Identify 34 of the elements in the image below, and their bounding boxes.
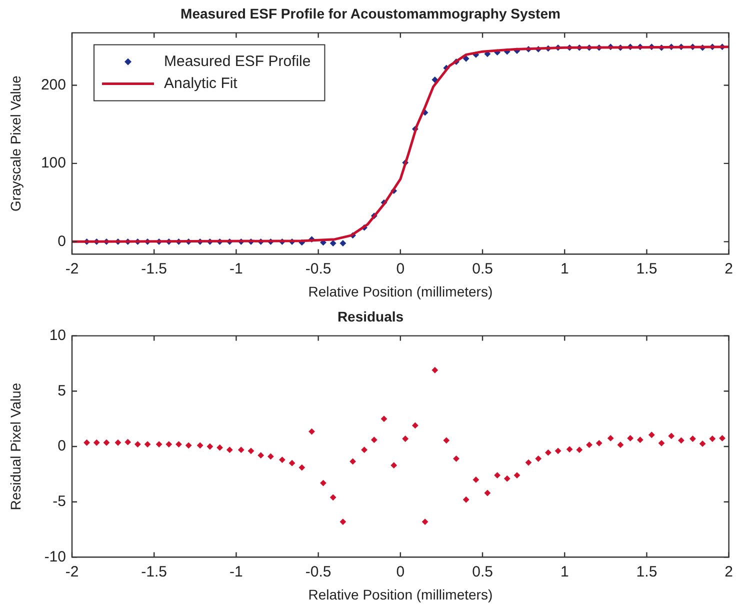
x-tick-label: -1.5 xyxy=(141,563,168,580)
x-tick-label: -2 xyxy=(65,563,79,580)
y-tick-label: 0 xyxy=(58,438,66,455)
x-tick-label: -1 xyxy=(230,260,243,278)
y-tick-label: 10 xyxy=(49,326,66,344)
y-axis-title: Residual Pixel Value xyxy=(7,382,24,510)
x-axis-title: Relative Position (millimeters) xyxy=(308,586,493,602)
y-tick-label: -10 xyxy=(44,548,66,566)
y-tick-label: 0 xyxy=(58,232,66,250)
x-tick-label: 0 xyxy=(396,260,405,278)
y-tick-label: -5 xyxy=(52,492,66,510)
x-tick-label: 2 xyxy=(724,260,733,278)
x-tick-label: 1 xyxy=(560,563,569,580)
x-tick-label: 1.5 xyxy=(636,563,658,580)
chart-title: Residuals xyxy=(337,308,404,324)
y-tick-label: 200 xyxy=(40,76,66,94)
x-tick-label: 2 xyxy=(724,563,733,580)
legend-label: Measured ESF Profile xyxy=(164,52,311,70)
legend-label: Analytic Fit xyxy=(164,74,238,92)
x-tick-label: 0 xyxy=(396,563,405,580)
y-axis-title: Grayscale Pixel Value xyxy=(7,75,24,212)
x-tick-label: 0.5 xyxy=(472,260,493,278)
x-tick-label: -0.5 xyxy=(305,563,332,580)
y-tick-label: 100 xyxy=(40,154,66,172)
x-tick-label: -0.5 xyxy=(305,260,332,278)
x-tick-label: -1 xyxy=(230,563,243,580)
y-tick-label: 5 xyxy=(58,382,66,400)
x-axis-title: Relative Position (millimeters) xyxy=(308,283,493,300)
x-tick-label: -2 xyxy=(65,260,79,278)
x-tick-label: 1.5 xyxy=(636,260,658,278)
chart-title: Measured ESF Profile for Acoustomammography System xyxy=(180,5,560,22)
x-tick-label: -1.5 xyxy=(141,260,168,278)
x-tick-label: 1 xyxy=(560,260,569,278)
x-tick-label: 0.5 xyxy=(472,563,493,580)
